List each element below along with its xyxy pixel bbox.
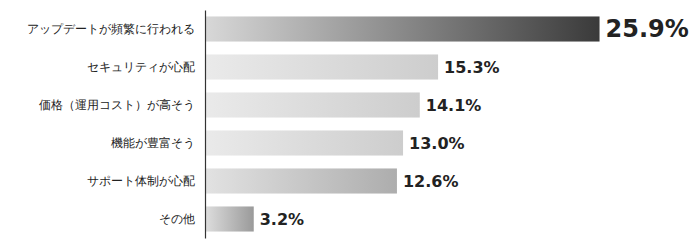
bar — [205, 168, 397, 193]
tick-label: セキュリティが心配 — [87, 60, 195, 74]
bar — [205, 54, 438, 79]
tick: セキュリティが心配 — [87, 60, 195, 74]
tick-label: 価格（運用コスト）が高そう — [39, 98, 195, 112]
bar — [205, 16, 600, 41]
tick-label: アップデートが頻繁に行われる — [27, 22, 195, 36]
tick-label: サポート体制が心配 — [87, 174, 195, 188]
tick-label: その他 — [159, 212, 195, 226]
tick: 価格（運用コスト）が高そう — [39, 98, 195, 112]
bar — [205, 92, 420, 117]
tick: サポート体制が心配 — [87, 174, 195, 188]
data-label: 13.0% — [409, 134, 465, 153]
bar — [205, 206, 254, 231]
data-label: 12.6% — [403, 172, 459, 191]
tick: 機能が豊富そう — [111, 136, 195, 150]
data-label: 14.1% — [426, 96, 482, 115]
chart: アップデートが頻繁に行われるセキュリティが心配価格（運用コスト）が高そう機能が豊… — [0, 0, 700, 248]
axis-line — [205, 11, 206, 239]
data-label: 3.2% — [260, 210, 304, 229]
tick: その他 — [159, 212, 195, 226]
bars — [205, 16, 600, 231]
bar — [205, 130, 403, 155]
plot: アップデートが頻繁に行われるセキュリティが心配価格（運用コスト）が高そう機能が豊… — [27, 11, 689, 239]
y-axis: アップデートが頻繁に行われるセキュリティが心配価格（運用コスト）が高そう機能が豊… — [27, 11, 206, 239]
data-labels: 25.9% 15.3% 14.1% 13.0% 12.6% 3.2% — [260, 15, 689, 228]
tick-label: 機能が豊富そう — [111, 136, 195, 150]
data-label: 15.3% — [444, 58, 500, 77]
data-label: 25.9% — [606, 15, 689, 43]
tick: アップデートが頻繁に行われる — [27, 22, 195, 36]
